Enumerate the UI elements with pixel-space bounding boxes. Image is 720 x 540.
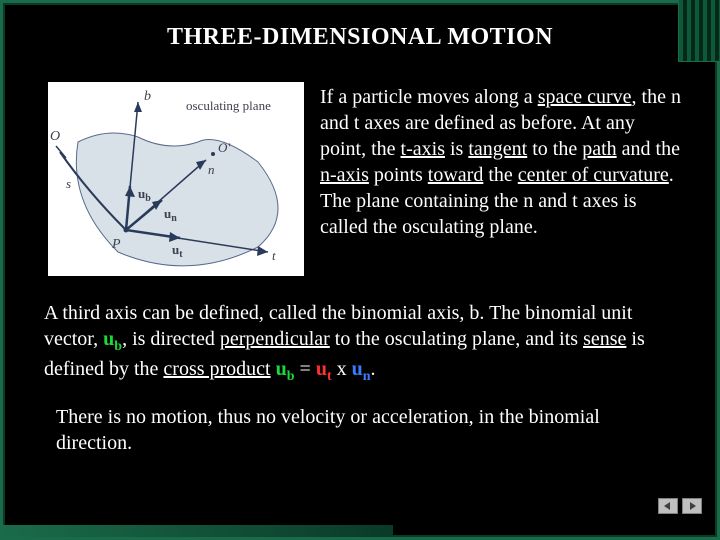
paragraph-1: If a particle moves along a space curve,… xyxy=(320,84,682,240)
label-osculating: osculating plane xyxy=(186,98,271,113)
slide-navigation xyxy=(658,498,702,514)
next-icon xyxy=(686,501,698,511)
prev-slide-button[interactable] xyxy=(658,498,678,514)
label-O: O xyxy=(50,129,60,144)
osculating-plane-diagram: b osculating plane O O' s P ub un ut n t xyxy=(48,82,304,276)
paragraph-3: There is no motion, thus no velocity or … xyxy=(56,404,676,456)
page-title: THREE-DIMENSIONAL MOTION xyxy=(0,24,720,51)
label-P: P xyxy=(111,237,121,252)
label-b: b xyxy=(144,89,151,104)
label-t: t xyxy=(272,248,276,263)
next-slide-button[interactable] xyxy=(682,498,702,514)
prev-icon xyxy=(662,501,674,511)
paragraph-2: A third axis can be defined, called the … xyxy=(44,300,684,386)
label-n: n xyxy=(208,162,215,177)
label-Oprime: O' xyxy=(218,140,230,155)
label-s: s xyxy=(66,176,71,191)
bottom-bar-decoration xyxy=(3,525,393,537)
